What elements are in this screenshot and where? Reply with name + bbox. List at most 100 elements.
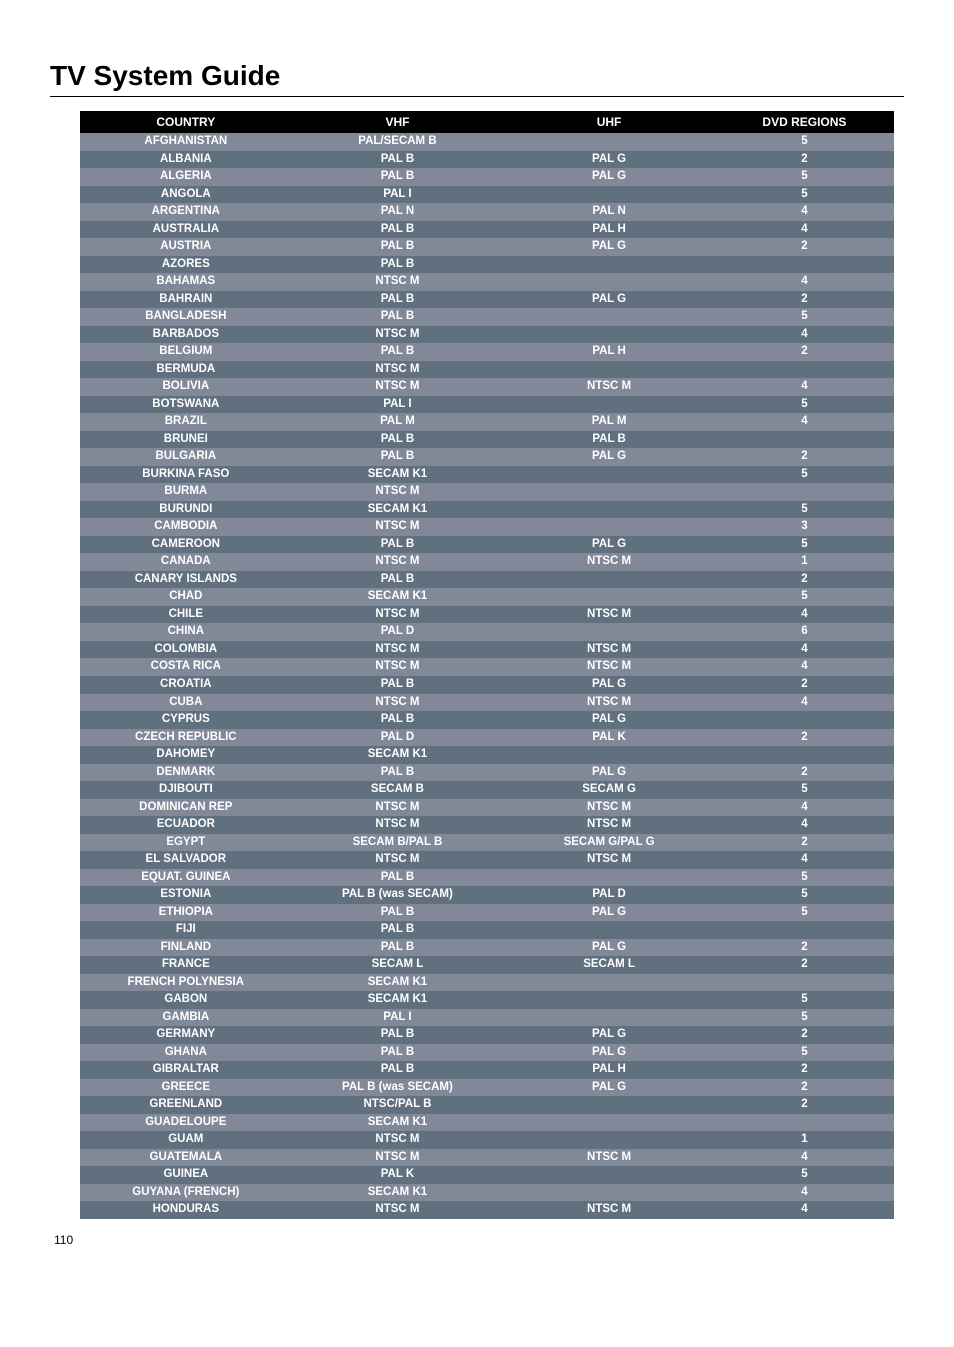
table-cell: SECAM K1 — [292, 588, 504, 606]
table-cell: NTSC M — [503, 816, 715, 834]
table-row: BURUNDISECAM K15 — [80, 501, 894, 519]
table-row: GREECEPAL B (was SECAM)PAL G2 — [80, 1079, 894, 1097]
table-row: FRENCH POLYNESIASECAM K1 — [80, 974, 894, 992]
table-cell: SECAM K1 — [292, 991, 504, 1009]
table-cell: NTSC M — [292, 606, 504, 624]
table-cell — [503, 501, 715, 519]
table-cell: ANGOLA — [80, 186, 292, 204]
table-cell — [715, 711, 894, 729]
table-cell: SECAM K1 — [292, 974, 504, 992]
table-cell — [715, 974, 894, 992]
table-cell: PAL B — [292, 711, 504, 729]
table-cell: PAL B — [292, 151, 504, 169]
page-number: 110 — [54, 1233, 904, 1247]
tv-system-table-wrap: COUNTRY VHF UHF DVD REGIONS AFGHANISTANP… — [80, 111, 894, 1219]
table-header-row: COUNTRY VHF UHF DVD REGIONS — [80, 111, 894, 133]
table-cell: PAL B — [292, 1026, 504, 1044]
table-cell: CHILE — [80, 606, 292, 624]
table-cell: GUAM — [80, 1131, 292, 1149]
table-cell: NTSC M — [503, 378, 715, 396]
table-cell: NTSC M — [503, 1149, 715, 1167]
table-cell: 2 — [715, 238, 894, 256]
table-cell: FRANCE — [80, 956, 292, 974]
table-cell: PAL B — [292, 448, 504, 466]
table-row: GHANAPAL BPAL G5 — [80, 1044, 894, 1062]
table-cell: NTSC M — [292, 851, 504, 869]
table-cell: PAL N — [292, 203, 504, 221]
table-cell: BOTSWANA — [80, 396, 292, 414]
table-cell: BAHRAIN — [80, 291, 292, 309]
table-row: GAMBIAPAL I5 — [80, 1009, 894, 1027]
table-cell: 5 — [715, 501, 894, 519]
col-vhf: VHF — [292, 111, 504, 133]
table-cell: PAL B — [292, 939, 504, 957]
table-cell: PAL B — [292, 221, 504, 239]
table-cell: 4 — [715, 606, 894, 624]
table-cell: 5 — [715, 781, 894, 799]
table-cell: GHANA — [80, 1044, 292, 1062]
table-cell: PAL B — [292, 291, 504, 309]
table-cell: 5 — [715, 133, 894, 151]
table-cell: HONDURAS — [80, 1201, 292, 1219]
table-cell: 2 — [715, 343, 894, 361]
table-row: CUBANTSC MNTSC M4 — [80, 694, 894, 712]
table-cell: NTSC M — [503, 1201, 715, 1219]
table-cell: BANGLADESH — [80, 308, 292, 326]
table-row: CYPRUSPAL BPAL G — [80, 711, 894, 729]
table-cell: PAL B — [292, 1061, 504, 1079]
table-cell: BAHAMAS — [80, 273, 292, 291]
table-cell: EQUAT. GUINEA — [80, 869, 292, 887]
table-cell: PAL G — [503, 168, 715, 186]
table-row: EGYPTSECAM B/PAL BSECAM G/PAL G2 — [80, 834, 894, 852]
table-cell: NTSC M — [292, 658, 504, 676]
table-cell: NTSC M — [292, 816, 504, 834]
table-row: BULGARIAPAL BPAL G2 — [80, 448, 894, 466]
table-cell: 4 — [715, 658, 894, 676]
table-cell — [503, 396, 715, 414]
table-row: BRAZILPAL MPAL M4 — [80, 413, 894, 431]
table-row: ECUADORNTSC MNTSC M4 — [80, 816, 894, 834]
table-cell: GUATEMALA — [80, 1149, 292, 1167]
table-cell: 4 — [715, 851, 894, 869]
table-cell: GREECE — [80, 1079, 292, 1097]
table-cell: CHAD — [80, 588, 292, 606]
table-cell: NTSC M — [503, 658, 715, 676]
table-cell: NTSC/PAL B — [292, 1096, 504, 1114]
table-cell: PAL D — [503, 886, 715, 904]
table-cell: CHINA — [80, 623, 292, 641]
table-cell — [503, 1166, 715, 1184]
table-cell: SECAM G — [503, 781, 715, 799]
table-cell: PAL G — [503, 238, 715, 256]
table-cell: PAL G — [503, 1079, 715, 1097]
table-cell: ECUADOR — [80, 816, 292, 834]
table-cell: SECAM K1 — [292, 466, 504, 484]
table-cell: 4 — [715, 641, 894, 659]
table-cell: 5 — [715, 869, 894, 887]
table-cell: GAMBIA — [80, 1009, 292, 1027]
table-cell: AZORES — [80, 256, 292, 274]
table-cell: PAL G — [503, 711, 715, 729]
table-cell: NTSC M — [503, 641, 715, 659]
table-cell — [503, 921, 715, 939]
table-cell: GUINEA — [80, 1166, 292, 1184]
table-cell: PAL B (was SECAM) — [292, 1079, 504, 1097]
table-cell: CANADA — [80, 553, 292, 571]
table-cell: 4 — [715, 221, 894, 239]
table-cell: 2 — [715, 1026, 894, 1044]
table-cell — [503, 308, 715, 326]
table-cell: PAL M — [292, 413, 504, 431]
table-cell: PAL B — [292, 431, 504, 449]
table-cell — [715, 483, 894, 501]
table-cell: 2 — [715, 956, 894, 974]
table-cell: PAL B — [292, 1044, 504, 1062]
table-cell — [503, 483, 715, 501]
table-cell: DENMARK — [80, 764, 292, 782]
table-cell: PAL G — [503, 939, 715, 957]
table-cell: CROATIA — [80, 676, 292, 694]
table-cell: BELGIUM — [80, 343, 292, 361]
col-dvd-regions: DVD REGIONS — [715, 111, 894, 133]
table-cell: PAL G — [503, 151, 715, 169]
table-cell: PAL D — [292, 623, 504, 641]
table-cell: 5 — [715, 466, 894, 484]
table-cell — [715, 746, 894, 764]
